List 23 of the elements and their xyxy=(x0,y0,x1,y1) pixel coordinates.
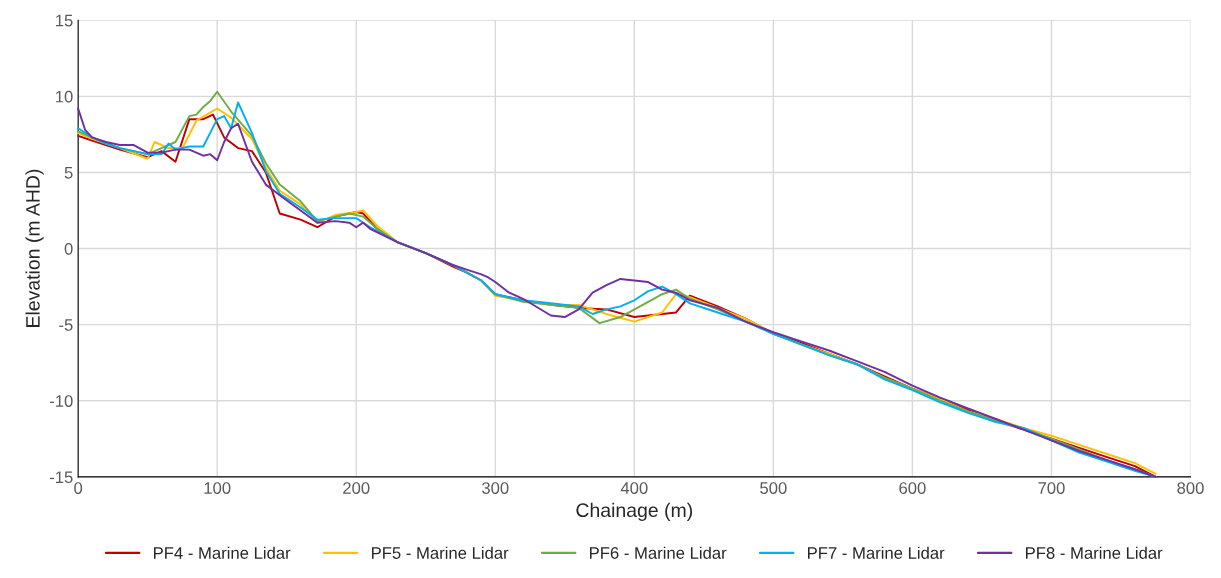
x-tick-label: 700 xyxy=(1038,482,1065,494)
y-tick-label: -10 xyxy=(49,395,73,407)
x-tick-label: 200 xyxy=(343,482,370,494)
y-axis-title: Elevation (m AHD) xyxy=(25,169,44,327)
y-tick-label: 15 xyxy=(56,14,73,27)
legend-label: PF4 - Marine Lidar xyxy=(154,546,291,559)
legend-label: PF5 - Marine Lidar xyxy=(372,546,509,559)
legend-label: PF6 - Marine Lidar xyxy=(590,546,727,559)
x-tick-label: 800 xyxy=(1177,482,1204,494)
x-tick-label: 100 xyxy=(204,482,231,494)
y-tick-label: 5 xyxy=(64,167,73,179)
x-tick-label: 500 xyxy=(760,482,787,494)
x-tick-label: 400 xyxy=(620,482,648,494)
y-tick-label: -5 xyxy=(59,319,73,331)
x-tick-label: 0 xyxy=(74,482,83,494)
y-tick-label: -15 xyxy=(49,471,73,484)
x-axis-title: Chainage (m) xyxy=(576,502,693,521)
legend-label: PF8 - Marine Lidar xyxy=(1026,546,1163,559)
legend-label: PF7 - Marine Lidar xyxy=(808,546,945,559)
y-tick-label: 0 xyxy=(64,242,73,255)
y-tick-label: 10 xyxy=(56,90,73,103)
x-tick-label: 300 xyxy=(482,482,509,494)
x-tick-label: 600 xyxy=(899,482,926,494)
